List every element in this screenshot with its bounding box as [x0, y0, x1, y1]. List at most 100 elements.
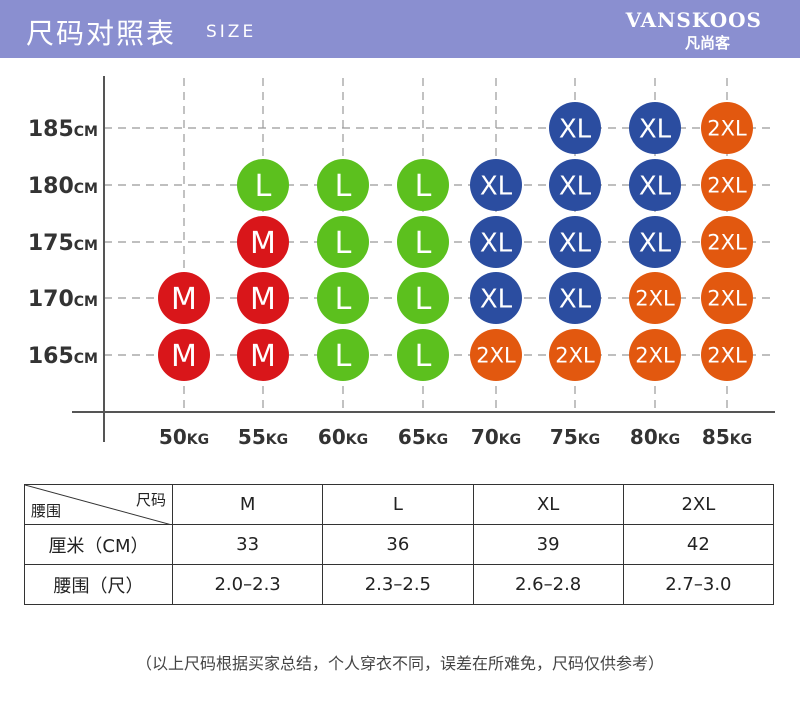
size-marker-label: 2XL — [635, 344, 675, 368]
size-marker — [701, 102, 753, 154]
size-marker — [701, 272, 753, 324]
size-marker — [701, 329, 753, 381]
row-label: 腰围（尺） — [24, 564, 173, 605]
size-col-header: 2XL — [622, 484, 775, 525]
size-marker — [629, 216, 681, 268]
table-cell: 42 — [622, 524, 775, 565]
size-marker — [317, 159, 369, 211]
table-cell: 2.3–2.5 — [322, 564, 474, 605]
corner-label-size: 尺码 — [135, 491, 166, 509]
size-marker-label: 2XL — [707, 174, 747, 198]
y-tick-label: 175CM — [28, 231, 98, 256]
size-marker — [629, 102, 681, 154]
y-tick-label: 185CM — [28, 117, 98, 142]
size-marker-label: M — [250, 282, 276, 317]
header-banner: 尺码对照表 SIZE VANSKOOS 凡尚客 — [0, 0, 800, 58]
size-col-header: XL — [472, 484, 624, 525]
size-marker — [549, 216, 601, 268]
size-marker — [629, 329, 681, 381]
disclaimer-note: （以上尺码根据买家总结，个人穿衣不同，误差在所难免，尺码仅供参考） — [135, 654, 664, 673]
table-cell: 33 — [171, 524, 324, 565]
size-marker-label: 2XL — [635, 287, 675, 311]
size-marker — [237, 272, 289, 324]
size-marker-label: 2XL — [555, 344, 595, 368]
x-tick-label: 55KG — [238, 425, 288, 449]
size-marker — [237, 329, 289, 381]
size-marker-label: 2XL — [707, 344, 747, 368]
table-row: 厘米（CM） 33 36 39 42 — [24, 524, 775, 565]
size-marker-label: XL — [559, 114, 592, 144]
size-marker-label: XL — [559, 228, 592, 258]
size-col-header: M — [171, 484, 324, 525]
size-col-header: L — [322, 484, 474, 525]
row-label: 厘米（CM） — [24, 524, 173, 565]
size-marker — [237, 159, 289, 211]
size-marker — [629, 272, 681, 324]
size-marker — [317, 216, 369, 268]
size-marker-label: XL — [480, 284, 513, 314]
x-tick-label: 65KG — [398, 425, 448, 449]
page-title: 尺码对照表 — [26, 17, 177, 50]
page-subtitle: SIZE — [206, 22, 257, 42]
table-cell: 2.0–2.3 — [171, 564, 324, 605]
size-marker — [158, 272, 210, 324]
corner-label-waist: 腰围 — [31, 502, 62, 520]
size-marker — [549, 159, 601, 211]
size-marker-label: L — [415, 282, 432, 317]
size-marker-label: 2XL — [707, 287, 747, 311]
y-tick-label: 180CM — [28, 174, 98, 199]
size-marker-label: 2XL — [707, 117, 747, 141]
size-marker-label: XL — [639, 114, 672, 144]
size-marker-label: 2XL — [707, 231, 747, 255]
size-marker-label: L — [415, 169, 432, 204]
brand-logo-cn: 凡尚客 — [684, 34, 730, 52]
size-marker-label: L — [335, 339, 352, 374]
table-cell: 2.6–2.8 — [472, 564, 624, 605]
x-tick-label: 70KG — [471, 425, 521, 449]
x-tick-label: 60KG — [318, 425, 368, 449]
table-cell: 39 — [472, 524, 624, 565]
size-marker-label: XL — [559, 171, 592, 201]
x-tick-label: 85KG — [702, 425, 752, 449]
size-marker-label: M — [250, 226, 276, 261]
size-marker-label: XL — [559, 284, 592, 314]
size-marker-label: M — [250, 339, 276, 374]
size-marker — [470, 216, 522, 268]
size-marker-label: L — [415, 226, 432, 261]
size-marker — [629, 159, 681, 211]
size-marker — [470, 159, 522, 211]
size-marker-label: M — [171, 282, 197, 317]
size-marker — [397, 329, 449, 381]
table-row: 腰围（尺） 2.0–2.3 2.3–2.5 2.6–2.8 2.7–3.0 — [24, 564, 775, 605]
size-marker-label: L — [335, 226, 352, 261]
size-marker — [158, 329, 210, 381]
size-marker — [397, 159, 449, 211]
size-marker-label: XL — [639, 228, 672, 258]
table-cell: 36 — [322, 524, 474, 565]
size-marker — [549, 329, 601, 381]
size-marker-label: XL — [480, 171, 513, 201]
size-marker-label: L — [335, 282, 352, 317]
size-marker — [470, 272, 522, 324]
x-tick-label: 50KG — [159, 425, 209, 449]
size-marker — [237, 216, 289, 268]
table-cell: 2.7–3.0 — [622, 564, 775, 605]
size-marker — [397, 216, 449, 268]
size-chart: 185CM 180CM 175CM 170CM 165CM 50KG 55KG 60KG 65K… — [28, 76, 775, 449]
y-tick-label: 165CM — [28, 344, 98, 369]
size-marker-label: L — [255, 169, 272, 204]
size-marker — [549, 272, 601, 324]
x-tick-label: 75KG — [550, 425, 600, 449]
size-marker — [470, 329, 522, 381]
size-marker-label: 2XL — [476, 344, 516, 368]
size-marker — [549, 102, 601, 154]
x-tick-label: 80KG — [630, 425, 680, 449]
corner-diagonal — [25, 485, 172, 525]
size-marker — [317, 272, 369, 324]
size-marker — [397, 272, 449, 324]
size-marker — [317, 329, 369, 381]
size-marker-label: L — [335, 169, 352, 204]
size-marker-label: M — [171, 339, 197, 374]
size-table-header-row: 尺码 腰围 M L XL 2XL — [24, 484, 775, 525]
size-marker-label: L — [415, 339, 432, 374]
